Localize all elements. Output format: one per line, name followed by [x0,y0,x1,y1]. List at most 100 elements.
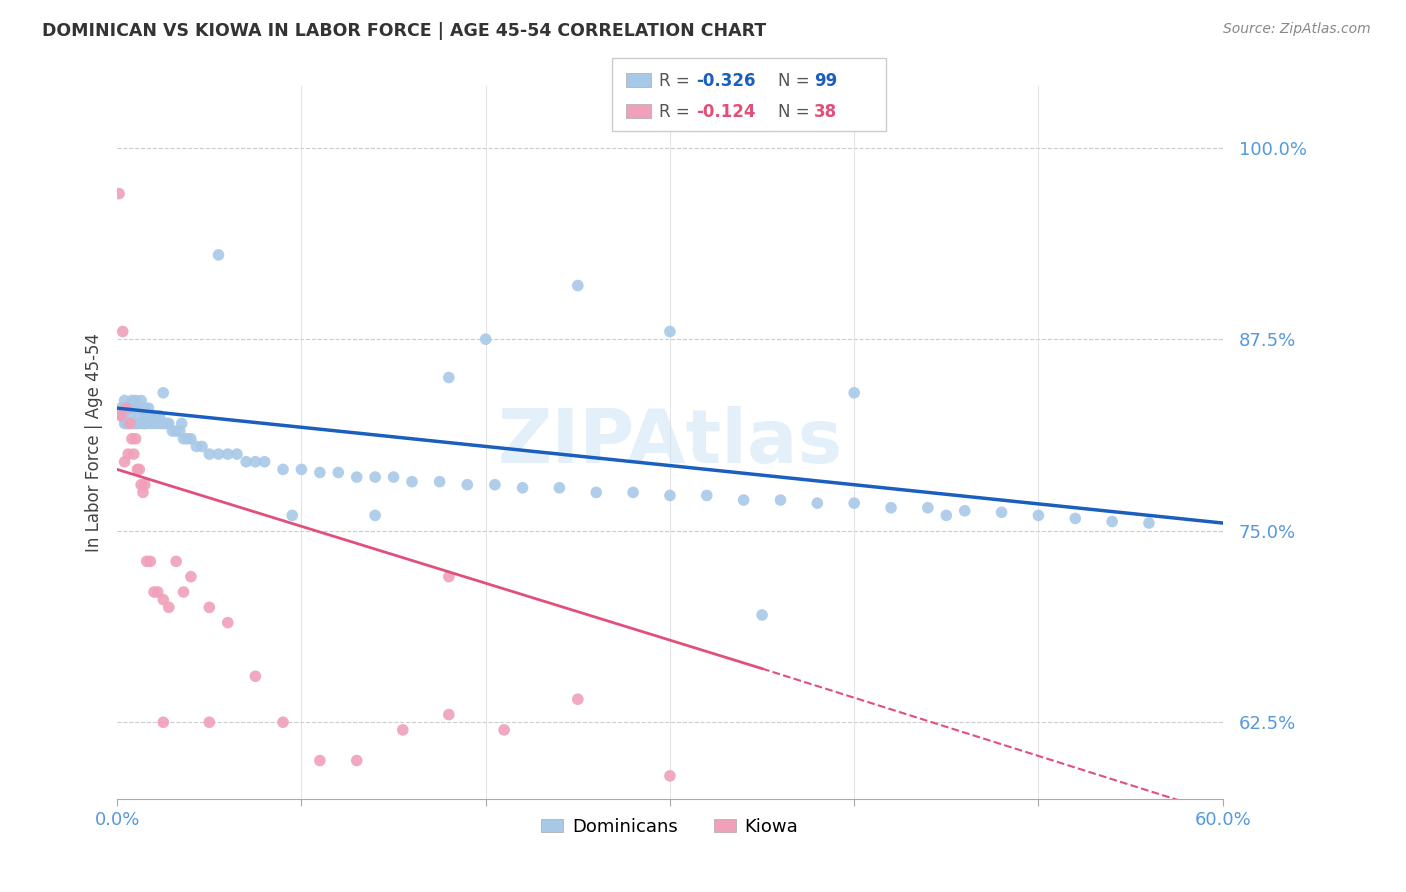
Point [108,186,131,201]
Point [217,447,239,461]
Point [148,409,170,423]
Text: -0.326: -0.326 [696,72,755,90]
Point [169,424,191,438]
Point [844,385,866,400]
Point [127,462,149,476]
Point [117,401,139,416]
Point [180,569,202,583]
Point [308,754,330,768]
Point [128,401,150,416]
Point [245,669,267,683]
Point [437,569,460,583]
Text: N =: N = [778,72,814,90]
Point [226,447,249,461]
Point [494,723,516,737]
Point [121,393,143,408]
Point [138,401,160,416]
Point [437,707,460,722]
Point [271,462,294,476]
Point [567,692,589,706]
Point [143,585,166,599]
Text: R =: R = [659,72,696,90]
Point [162,424,184,438]
Point [165,424,187,438]
Point [346,470,368,484]
Point [170,417,193,431]
Point [139,409,162,423]
Point [186,439,208,453]
Text: ZIPAtlas: ZIPAtlas [498,406,842,479]
Text: -0.124: -0.124 [696,103,755,121]
Point [145,409,167,423]
Point [844,496,866,510]
Point [198,715,221,730]
Point [548,481,571,495]
Point [235,455,257,469]
Point [621,485,644,500]
Point [122,417,145,431]
Point [567,278,589,293]
Point [150,417,173,431]
Point [156,417,179,431]
Point [253,455,276,469]
Point [124,417,146,431]
Point [117,417,139,431]
Point [134,477,156,491]
Point [146,417,169,431]
Point [124,432,146,446]
Point [281,508,304,523]
Point [207,248,229,262]
Point [191,439,214,453]
Text: Source: ZipAtlas.com: Source: ZipAtlas.com [1223,22,1371,37]
Point [141,409,163,423]
Point [917,500,939,515]
Point [121,417,143,431]
Point [173,585,195,599]
Point [114,393,136,408]
Point [935,508,957,523]
Point [429,475,451,489]
Point [990,505,1012,519]
Point [658,769,681,783]
Point [512,481,534,495]
Point [176,432,198,446]
Point [308,466,330,480]
Point [135,409,157,423]
Point [769,493,792,508]
Point [474,332,496,346]
Point [585,485,607,500]
Point [157,417,180,431]
Point [120,401,142,416]
Point [153,417,176,431]
Point [217,615,239,630]
Point [271,715,294,730]
Point [328,466,350,480]
Point [132,485,155,500]
Point [122,447,145,461]
Text: 38: 38 [814,103,837,121]
Point [658,325,681,339]
Point [733,493,755,508]
Point [127,401,149,416]
Point [198,447,221,461]
Point [180,432,202,446]
Point [658,488,681,502]
Point [134,417,156,431]
Point [364,470,387,484]
Text: DOMINICAN VS KIOWA IN LABOR FORCE | AGE 45-54 CORRELATION CHART: DOMINICAN VS KIOWA IN LABOR FORCE | AGE … [42,22,766,40]
Point [120,417,142,431]
Point [129,477,152,491]
Point [117,447,139,461]
Point [484,477,506,491]
Point [456,477,478,491]
Point [880,500,903,515]
Point [139,417,162,431]
Point [152,417,174,431]
Point [110,401,132,416]
Point [1028,508,1050,523]
Point [115,417,138,431]
Point [198,600,221,615]
Point [124,393,146,408]
Point [121,432,143,446]
Point [245,455,267,469]
